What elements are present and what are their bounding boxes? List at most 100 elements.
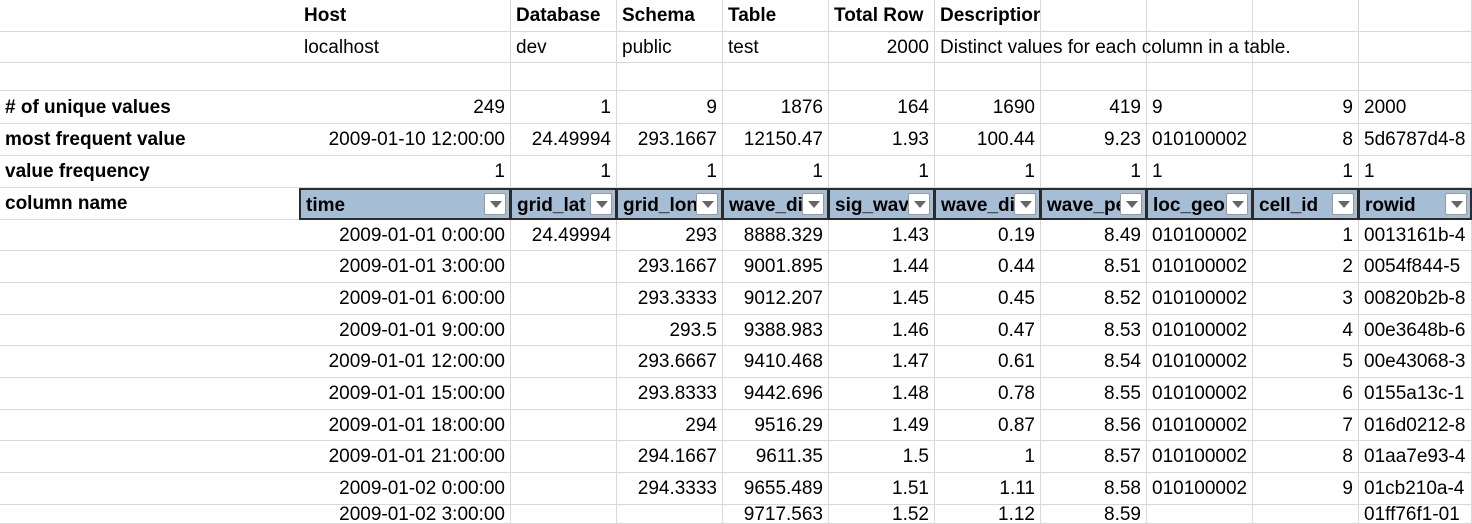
most-frequent-cell[interactable]: 1.93	[829, 124, 935, 156]
data-cell[interactable]: 1.5	[829, 441, 935, 473]
data-cell[interactable]: 1.49	[829, 410, 935, 441]
column-header-rowid[interactable]: rowid	[1359, 188, 1472, 220]
grid-cell[interactable]	[1147, 63, 1253, 91]
data-cell[interactable]	[1147, 505, 1253, 524]
data-cell[interactable]: 2009-01-01 12:00:00	[299, 346, 511, 378]
most-frequent-cell[interactable]: 24.49994	[511, 124, 617, 156]
grid-cell[interactable]	[723, 63, 829, 91]
data-cell[interactable]: 010100002	[1147, 473, 1253, 505]
most-frequent-cell[interactable]: 100.44	[935, 124, 1041, 156]
grid-cell[interactable]	[0, 32, 299, 63]
grid-cell[interactable]	[0, 283, 299, 315]
filter-dropdown-icon[interactable]	[1445, 193, 1467, 215]
data-cell[interactable]: 6	[1253, 378, 1359, 410]
data-cell[interactable]: 1.48	[829, 378, 935, 410]
grid-cell[interactable]	[0, 441, 299, 473]
grid-cell[interactable]	[1359, 0, 1472, 32]
grid-cell[interactable]	[299, 63, 511, 91]
data-cell[interactable]: 00820b2b-8	[1359, 283, 1472, 315]
data-cell[interactable]: 00e3648b-6	[1359, 315, 1472, 346]
data-cell[interactable]	[511, 283, 617, 315]
grid-cell[interactable]	[0, 315, 299, 346]
grid-cell[interactable]	[1253, 0, 1359, 32]
data-cell[interactable]	[511, 441, 617, 473]
data-cell[interactable]: 01ff76f1-01	[1359, 505, 1472, 524]
unique-count-cell[interactable]: 249	[299, 91, 511, 124]
data-cell[interactable]: 8.49	[1041, 220, 1147, 251]
data-cell[interactable]	[511, 346, 617, 378]
filter-dropdown-icon[interactable]	[908, 193, 930, 215]
data-cell[interactable]: 2009-01-01 9:00:00	[299, 315, 511, 346]
data-cell[interactable]: 0.44	[935, 251, 1041, 283]
data-cell[interactable]: 5	[1253, 346, 1359, 378]
data-cell[interactable]: 9717.563	[723, 505, 829, 524]
data-cell[interactable]: 0054f844-5	[1359, 251, 1472, 283]
grid-cell[interactable]	[1041, 0, 1147, 32]
data-cell[interactable]: 9388.983	[723, 315, 829, 346]
meta-header-total-row[interactable]: Total Row	[829, 0, 935, 32]
data-cell[interactable]: 293.6667	[617, 346, 723, 378]
grid-cell[interactable]	[0, 220, 299, 251]
column-header-cell-id[interactable]: cell_id	[1253, 188, 1359, 220]
data-cell[interactable]: 010100002	[1147, 315, 1253, 346]
data-cell[interactable]: 1.45	[829, 283, 935, 315]
meta-header-table[interactable]: Table	[723, 0, 829, 32]
meta-value-6[interactable]: Distinct values for each column in a tab…	[935, 32, 1472, 63]
data-cell[interactable]: 3	[1253, 283, 1359, 315]
grid-cell[interactable]	[511, 63, 617, 91]
grid-cell[interactable]	[1147, 0, 1253, 32]
meta-value-2[interactable]: dev	[511, 32, 617, 63]
unique-count-cell[interactable]: 1690	[935, 91, 1041, 124]
data-cell[interactable]	[511, 378, 617, 410]
data-cell[interactable]: 7	[1253, 410, 1359, 441]
column-header-time[interactable]: time	[299, 188, 511, 220]
grid-cell[interactable]	[0, 251, 299, 283]
data-cell[interactable]	[511, 315, 617, 346]
grid-cell[interactable]	[935, 63, 1041, 91]
most-frequent-cell[interactable]: 2009-01-10 12:00:00	[299, 124, 511, 156]
most-frequent-cell[interactable]: 8	[1253, 124, 1359, 156]
meta-value-3[interactable]: public	[617, 32, 723, 63]
data-cell[interactable]: 1.43	[829, 220, 935, 251]
data-cell[interactable]: 8888.329	[723, 220, 829, 251]
data-cell[interactable]: 1.46	[829, 315, 935, 346]
unique-count-cell[interactable]: 9	[617, 91, 723, 124]
grid-cell[interactable]	[0, 63, 299, 91]
grid-cell[interactable]	[0, 505, 299, 524]
data-cell[interactable]: 010100002	[1147, 410, 1253, 441]
filter-dropdown-icon[interactable]	[1120, 193, 1142, 215]
column-header-wave-dir[interactable]: wave_dir	[723, 188, 829, 220]
data-cell[interactable]: 010100002	[1147, 346, 1253, 378]
unique-count-cell[interactable]: 9	[1147, 91, 1253, 124]
frequency-cell[interactable]: 1	[1253, 156, 1359, 188]
data-cell[interactable]: 2009-01-01 21:00:00	[299, 441, 511, 473]
data-cell[interactable]	[511, 473, 617, 505]
data-cell[interactable]: 8.53	[1041, 315, 1147, 346]
meta-header-database[interactable]: Database	[511, 0, 617, 32]
data-cell[interactable]: 00e43068-3	[1359, 346, 1472, 378]
filter-dropdown-icon[interactable]	[1332, 193, 1354, 215]
filter-dropdown-icon[interactable]	[802, 193, 824, 215]
data-cell[interactable]: 010100002	[1147, 251, 1253, 283]
data-cell[interactable]: 9516.29	[723, 410, 829, 441]
data-cell[interactable]: 293	[617, 220, 723, 251]
most-frequent-cell[interactable]: 010100002	[1147, 124, 1253, 156]
data-cell[interactable]: 1	[1253, 220, 1359, 251]
meta-value-5[interactable]: 2000	[829, 32, 935, 63]
unique-count-cell[interactable]: 2000	[1359, 91, 1472, 124]
data-cell[interactable]: 4	[1253, 315, 1359, 346]
data-cell[interactable]: 8.51	[1041, 251, 1147, 283]
data-cell[interactable]: 8.57	[1041, 441, 1147, 473]
data-cell[interactable]: 010100002	[1147, 220, 1253, 251]
frequency-cell[interactable]: 1	[1041, 156, 1147, 188]
data-cell[interactable]: 2009-01-01 6:00:00	[299, 283, 511, 315]
most-frequent-cell[interactable]: 5d6787d4-8	[1359, 124, 1472, 156]
data-cell[interactable]: 293.5	[617, 315, 723, 346]
data-cell[interactable]: 0155a13c-1	[1359, 378, 1472, 410]
data-cell[interactable]	[511, 251, 617, 283]
unique-count-cell[interactable]: 9	[1253, 91, 1359, 124]
data-cell[interactable]: 293.8333	[617, 378, 723, 410]
data-cell[interactable]: 294.3333	[617, 473, 723, 505]
unique-count-cell[interactable]: 1	[511, 91, 617, 124]
data-cell[interactable]: 8.58	[1041, 473, 1147, 505]
